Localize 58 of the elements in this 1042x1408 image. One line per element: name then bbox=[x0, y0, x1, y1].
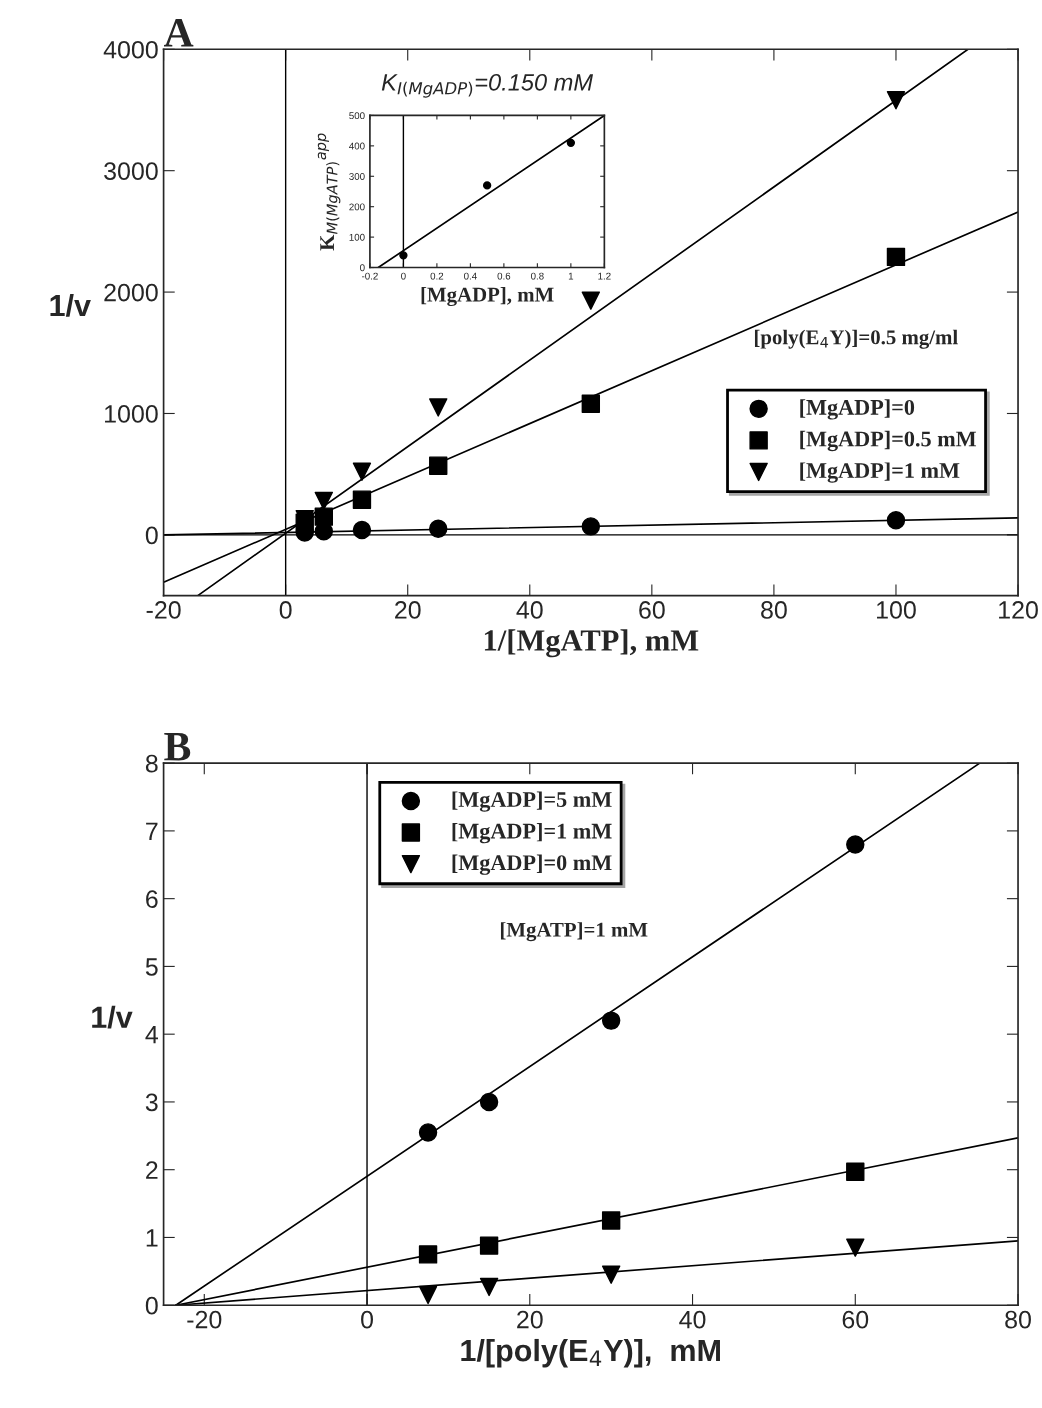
x-tick-label: 120 bbox=[999, 601, 1038, 619]
x-tick-label: 0.4 bbox=[464, 272, 477, 280]
legend-label: [MgADP]=1 mM bbox=[452, 822, 612, 844]
x-tick-label: -20 bbox=[187, 1310, 222, 1329]
y-tick-label: 7 bbox=[146, 822, 158, 840]
y-tick-label: 500 bbox=[349, 112, 365, 120]
x-axis-title: 1/[MgATP], mM bbox=[484, 629, 699, 658]
annotation: [poly(E$_{4}$Y)]=0.5 mg/ml bbox=[754, 329, 958, 349]
y-tick-label: 100 bbox=[349, 233, 365, 241]
x-tick-label: 80 bbox=[1005, 1310, 1031, 1329]
y-tick-label: 3000 bbox=[104, 162, 158, 180]
annotation: [MgATP]=1 mM bbox=[500, 922, 648, 942]
y-tick-label: 4 bbox=[145, 1026, 158, 1044]
y-tick-label: 0 bbox=[360, 264, 365, 272]
x-tick-label: 20 bbox=[395, 601, 421, 619]
x-tick-label: 40 bbox=[516, 601, 543, 619]
y-tick-label: 8 bbox=[145, 754, 158, 773]
y-tick-label: 300 bbox=[349, 173, 365, 180]
x-tick-label: 40 bbox=[679, 1310, 706, 1329]
y-tick-label: 200 bbox=[349, 203, 365, 211]
y-tick-label: 4000 bbox=[103, 40, 158, 59]
legend-label: [MgADP]=1 mM bbox=[800, 462, 960, 483]
y-tick-label: 5 bbox=[145, 958, 158, 976]
x-axis-title: [MgADP], mM bbox=[421, 287, 554, 307]
x-tick-label: 80 bbox=[761, 601, 787, 619]
y-tick-label: 2000 bbox=[104, 283, 158, 302]
legend-label: [MgADP]=0 mM bbox=[452, 854, 612, 875]
y-tick-label: 3 bbox=[145, 1093, 158, 1112]
x-tick-label: 0.2 bbox=[430, 272, 444, 280]
y-tick-label: 2 bbox=[146, 1161, 158, 1179]
x-tick-label: 100 bbox=[877, 601, 916, 619]
chart-title: K$_{I(MgADP)}$=0.150 mM bbox=[381, 73, 594, 98]
x-axis-title: 1/[poly(E$_{4}$Y)], mM bbox=[461, 1338, 720, 1368]
x-tick-label: 60 bbox=[842, 1310, 869, 1329]
y-tick-label: 400 bbox=[349, 142, 365, 150]
y-axis-title: K$_{M(MgATP)}$$^{app}$ bbox=[317, 133, 341, 251]
y-axis-title: 1/v bbox=[92, 1005, 133, 1029]
legend-label: [MgADP]=5 mM bbox=[452, 791, 612, 812]
x-tick-label: -20 bbox=[146, 601, 181, 619]
legend-label: [MgADP]=0.5 mM bbox=[800, 430, 977, 452]
x-tick-label: -0.2 bbox=[361, 272, 378, 280]
y-tick-label: 6 bbox=[146, 890, 158, 908]
y-axis-title: 1/v bbox=[50, 293, 91, 317]
x-tick-label: 0 bbox=[401, 272, 406, 280]
legend-label: [MgADP]=0 bbox=[800, 399, 915, 420]
x-tick-label: 0 bbox=[279, 601, 292, 619]
x-tick-label: 1 bbox=[568, 272, 574, 280]
x-tick-label: 0.8 bbox=[531, 272, 544, 280]
y-tick-label: 1000 bbox=[105, 405, 158, 423]
y-tick-label: 0 bbox=[145, 1296, 158, 1315]
x-tick-label: 0.6 bbox=[497, 272, 511, 280]
x-tick-label: 60 bbox=[639, 601, 665, 619]
y-tick-label: 1 bbox=[146, 1229, 158, 1247]
chart-title: B bbox=[164, 733, 191, 761]
x-tick-label: 20 bbox=[517, 1310, 543, 1329]
y-tick-label: 0 bbox=[145, 526, 158, 545]
chart-title: A bbox=[164, 19, 194, 47]
x-tick-label: 1.2 bbox=[598, 272, 611, 280]
